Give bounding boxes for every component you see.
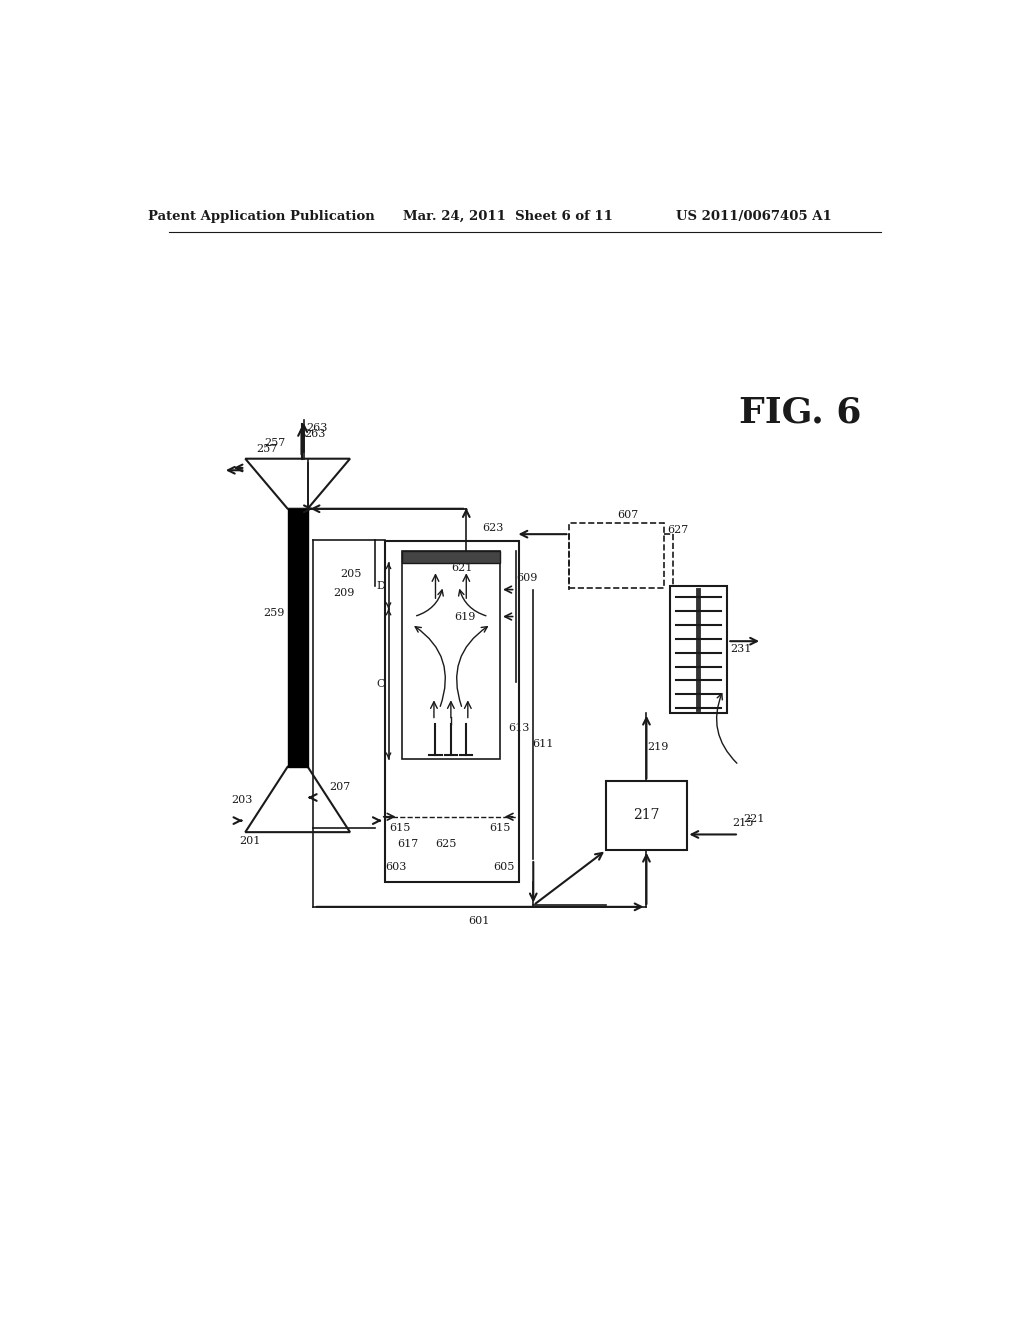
Text: 623: 623 <box>482 523 504 533</box>
Bar <box>670 586 727 713</box>
Bar <box>288 508 307 767</box>
Text: US 2011/0067405 A1: US 2011/0067405 A1 <box>677 210 833 223</box>
Bar <box>606 780 686 850</box>
Text: 611: 611 <box>531 739 553 748</box>
Text: FIG. 6: FIG. 6 <box>739 396 862 429</box>
Text: 627: 627 <box>668 525 689 536</box>
Bar <box>385 541 519 882</box>
Text: 263: 263 <box>304 429 326 440</box>
Text: 221: 221 <box>743 814 765 824</box>
Text: 613: 613 <box>509 723 530 733</box>
Text: 615: 615 <box>489 824 511 833</box>
Text: 207: 207 <box>330 783 350 792</box>
Text: 263: 263 <box>306 422 328 433</box>
Text: 601: 601 <box>469 916 490 925</box>
Text: 259: 259 <box>263 607 285 618</box>
Text: 625: 625 <box>435 838 457 849</box>
Text: 615: 615 <box>389 824 411 833</box>
Text: 201: 201 <box>240 837 260 846</box>
Text: Patent Application Publication: Patent Application Publication <box>148 210 375 223</box>
Text: 619: 619 <box>454 611 475 622</box>
Text: 257: 257 <box>264 438 285 449</box>
Text: D: D <box>377 581 385 591</box>
Text: 609: 609 <box>516 573 538 583</box>
Text: 219: 219 <box>647 742 669 751</box>
Text: 607: 607 <box>617 510 639 520</box>
Text: 605: 605 <box>494 862 515 871</box>
Text: 603: 603 <box>385 862 407 871</box>
Text: Mar. 24, 2011  Sheet 6 of 11: Mar. 24, 2011 Sheet 6 of 11 <box>402 210 612 223</box>
Text: 617: 617 <box>397 838 419 849</box>
Text: 205: 205 <box>340 569 361 579</box>
Text: C: C <box>377 678 385 689</box>
Bar <box>569 523 665 589</box>
Text: 215: 215 <box>732 818 754 828</box>
Text: 257: 257 <box>256 445 278 454</box>
Text: 621: 621 <box>452 564 473 573</box>
Bar <box>402 552 500 562</box>
Bar <box>402 552 500 759</box>
Text: 203: 203 <box>231 795 253 805</box>
Text: 217: 217 <box>633 808 659 822</box>
Text: 231: 231 <box>730 644 752 653</box>
Text: 209: 209 <box>333 589 354 598</box>
